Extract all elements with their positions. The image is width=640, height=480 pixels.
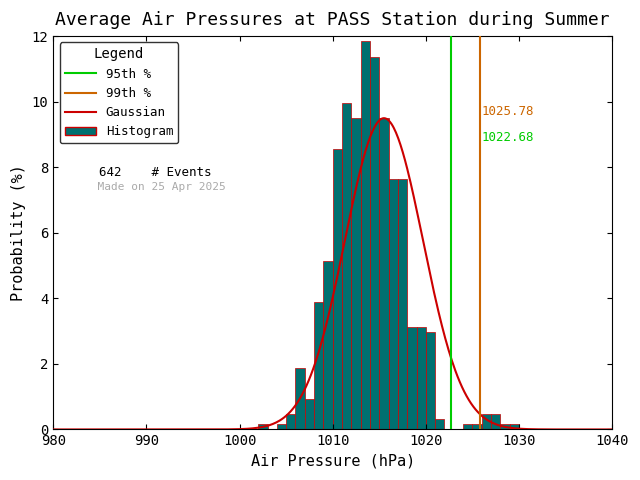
Bar <box>323 261 333 430</box>
Bar <box>435 420 445 430</box>
Bar <box>491 414 500 430</box>
X-axis label: Air Pressure (hPa): Air Pressure (hPa) <box>251 454 415 469</box>
Legend: 95th %, 99th %, Gaussian, Histogram: 95th %, 99th %, Gaussian, Histogram <box>60 42 179 144</box>
Bar <box>305 399 314 430</box>
Y-axis label: Probability (%): Probability (%) <box>11 165 26 301</box>
Bar <box>463 424 472 430</box>
Bar <box>407 327 417 430</box>
Bar <box>342 103 351 430</box>
Bar <box>482 414 491 430</box>
Bar <box>351 118 361 430</box>
Text: 642    # Events: 642 # Events <box>84 166 211 179</box>
Text: Made on 25 Apr 2025: Made on 25 Apr 2025 <box>84 181 226 192</box>
Bar <box>277 424 286 430</box>
Bar <box>509 424 519 430</box>
Text: 1022.68: 1022.68 <box>481 131 534 144</box>
Bar <box>286 414 296 430</box>
Bar <box>500 424 509 430</box>
Bar <box>472 424 482 430</box>
Bar <box>380 118 388 430</box>
Bar <box>296 368 305 430</box>
Bar <box>388 180 398 430</box>
Bar <box>333 149 342 430</box>
Bar <box>258 424 268 430</box>
Bar <box>417 327 426 430</box>
Bar <box>361 41 370 430</box>
Title: Average Air Pressures at PASS Station during Summer: Average Air Pressures at PASS Station du… <box>56 11 610 29</box>
Text: 1025.78: 1025.78 <box>481 105 534 118</box>
Bar <box>398 180 407 430</box>
Bar <box>314 301 323 430</box>
Bar <box>370 57 380 430</box>
Bar <box>426 333 435 430</box>
